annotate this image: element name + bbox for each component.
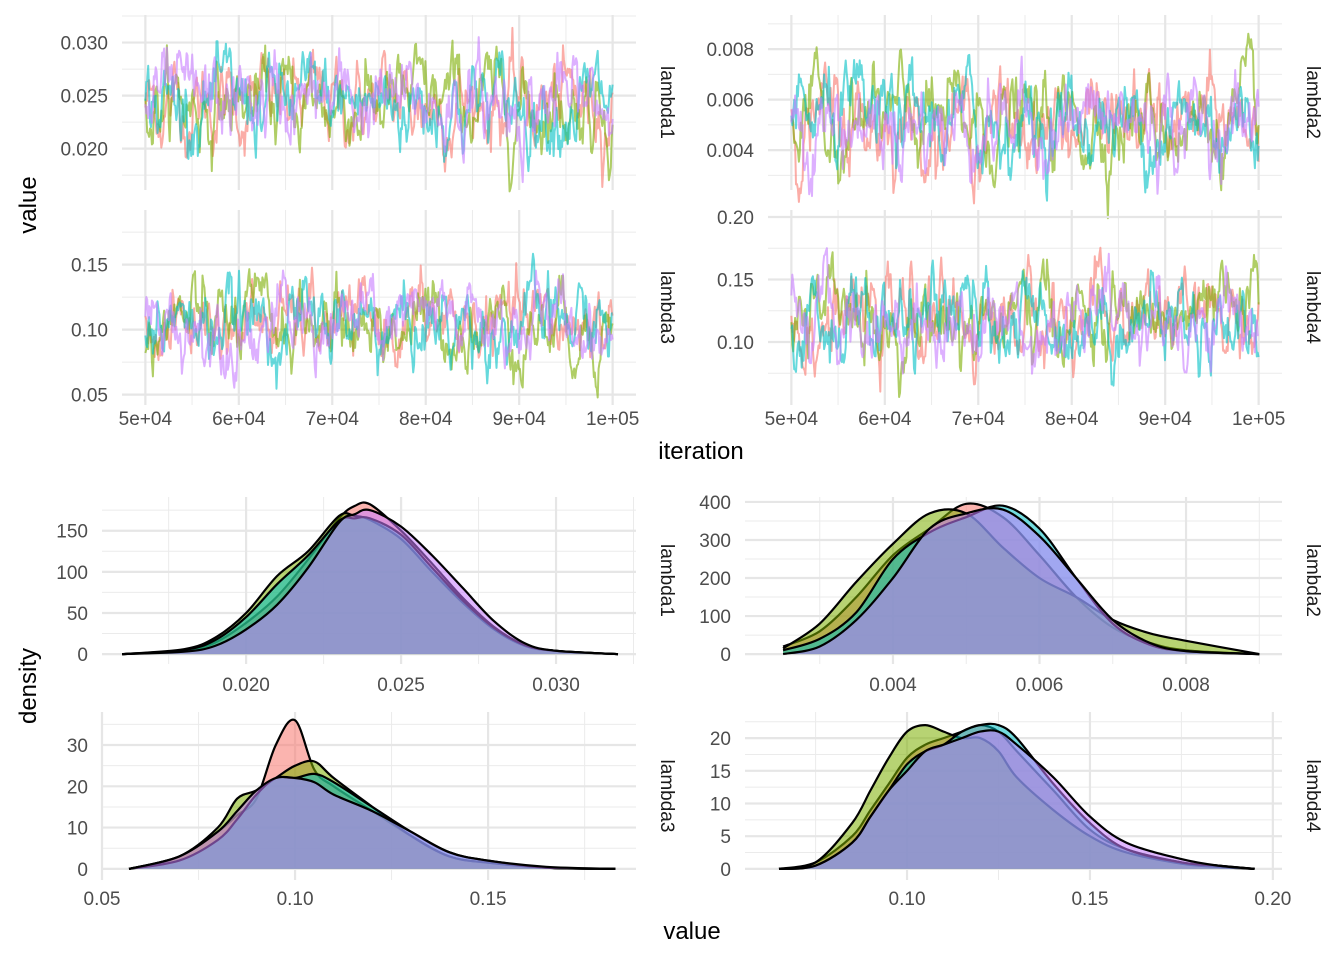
y-tick-label: 15 — [710, 762, 731, 783]
density-outline-chain4 — [128, 775, 616, 870]
y-tick-label: 50 — [67, 604, 88, 625]
x-tick-label: 0.15 — [1071, 889, 1108, 910]
x-tick-label: 0.10 — [277, 889, 314, 910]
y-tick-label: 300 — [699, 531, 731, 552]
x-tick-label: 7e+04 — [952, 409, 1006, 430]
density-panel-lambda4: 0 5 10 15 20 0.10 0.15 0.20 lambda4 — [710, 712, 1323, 910]
y-tick-label: 100 — [56, 563, 88, 584]
y-tick-label: 0 — [720, 860, 731, 881]
x-tick-label: 0.10 — [889, 889, 926, 910]
y-tick-label: 30 — [67, 736, 88, 757]
trace-line-chain4 — [790, 55, 1260, 198]
x-tick-label: 0.05 — [84, 889, 121, 910]
trace-line-chain4 — [144, 269, 614, 389]
y-tick-label: 0 — [77, 645, 88, 666]
y-tick-label: 0 — [77, 860, 88, 881]
y-tick-label: 0.20 — [717, 208, 754, 229]
y-tick-label: 0.025 — [60, 87, 108, 108]
x-tick-label: 0.025 — [377, 675, 425, 696]
y-tick-label: 200 — [699, 569, 731, 590]
x-tick-label: 8e+04 — [1045, 409, 1099, 430]
y-tick-label: 0.05 — [71, 386, 108, 407]
trace-panel-lambda4: 0.10 0.15 0.20 5e+04 6e+04 7e+04 8e+04 9e+04 1e+… — [717, 208, 1323, 430]
y-tick-label: 0.004 — [706, 141, 754, 162]
x-tick-label: 6e+04 — [212, 409, 266, 430]
y-tick-label: 0.006 — [706, 91, 754, 112]
strip-label: lambda2 — [1302, 66, 1323, 139]
y-axis-title: density — [15, 648, 42, 724]
trace-line-chain4 — [144, 36, 614, 184]
trace-panel-lambda1: 0.020 0.025 0.030 lambda1 — [60, 15, 677, 193]
y-tick-label: 100 — [699, 607, 731, 628]
density-panel-lambda2: 0 100 200 300 400 0.004 0.006 0.008 lambda2 — [699, 493, 1323, 696]
density-outline-chain4 — [122, 508, 619, 656]
trace-line-chain2 — [144, 268, 614, 399]
x-tick-label: 0.008 — [1162, 675, 1210, 696]
density-panel-lambda1: 0 50 100 150 0.020 0.025 0.030 lambda1 — [56, 497, 677, 696]
y-tick-label: 0.030 — [60, 34, 108, 55]
strip-label: lambda2 — [1302, 544, 1323, 617]
density-area-chain4 — [783, 508, 1260, 655]
density-area-chain4 — [129, 776, 616, 869]
trace-line-chain3 — [790, 259, 1260, 387]
y-tick-label: 400 — [699, 493, 731, 514]
x-tick-label: 1e+05 — [586, 409, 639, 430]
x-tick-label: 0.030 — [532, 675, 580, 696]
y-tick-label: 0 — [720, 645, 731, 666]
y-tick-label: 0.10 — [71, 321, 108, 342]
x-tick-label: 1e+05 — [1232, 409, 1285, 430]
density-outline-chain4 — [778, 729, 1255, 870]
strip-label: lambda4 — [1302, 760, 1323, 833]
x-tick-label: 5e+04 — [119, 409, 173, 430]
trace-line-chain1 — [790, 48, 1260, 205]
y-tick-label: 150 — [56, 522, 88, 543]
x-tick-label: 9e+04 — [1138, 409, 1192, 430]
y-tick-label: 10 — [710, 795, 731, 816]
density-area-chain4 — [122, 509, 619, 655]
trace-panel-lambda3: 0.05 0.10 0.15 5e+04 6e+04 7e+04 8e+04 9e+04 1e+… — [71, 210, 677, 430]
strip-label: lambda3 — [656, 760, 677, 833]
x-tick-label: 9e+04 — [492, 409, 546, 430]
density-panel-lambda3: 0 10 20 30 0.05 0.10 0.15 lambda3 — [67, 712, 677, 910]
strip-label: lambda3 — [656, 271, 677, 344]
y-tick-label: 10 — [67, 819, 88, 840]
y-tick-label: 20 — [67, 777, 88, 798]
x-tick-label: 0.020 — [222, 675, 270, 696]
strip-label: lambda1 — [656, 544, 677, 617]
y-tick-label: 0.020 — [60, 140, 108, 161]
y-tick-label: 20 — [710, 729, 731, 750]
x-tick-label: 5e+04 — [765, 409, 819, 430]
y-tick-label: 5 — [720, 827, 731, 848]
y-axis-title: value — [15, 176, 42, 233]
x-tick-label: 0.20 — [1254, 889, 1291, 910]
strip-label: lambda4 — [1302, 271, 1323, 344]
y-tick-label: 0.15 — [717, 271, 754, 292]
y-tick-label: 0.008 — [706, 40, 754, 61]
density-outline-chain4 — [782, 506, 1260, 656]
trace-panel-lambda2: 0.004 0.006 0.008 lambda2 — [706, 15, 1323, 220]
x-tick-label: 0.004 — [869, 675, 917, 696]
x-axis-title: value — [663, 918, 720, 945]
density-area-chain4 — [779, 730, 1255, 869]
y-tick-label: 0.15 — [71, 256, 108, 277]
y-tick-label: 0.10 — [717, 333, 754, 354]
trace-line-chain4 — [790, 247, 1260, 375]
x-tick-label: 0.006 — [1016, 675, 1064, 696]
x-tick-label: 0.15 — [470, 889, 507, 910]
x-tick-label: 8e+04 — [399, 409, 453, 430]
x-tick-label: 6e+04 — [858, 409, 912, 430]
strip-label: lambda1 — [656, 66, 677, 139]
x-axis-title: iteration — [658, 438, 743, 465]
x-tick-label: 7e+04 — [306, 409, 360, 430]
